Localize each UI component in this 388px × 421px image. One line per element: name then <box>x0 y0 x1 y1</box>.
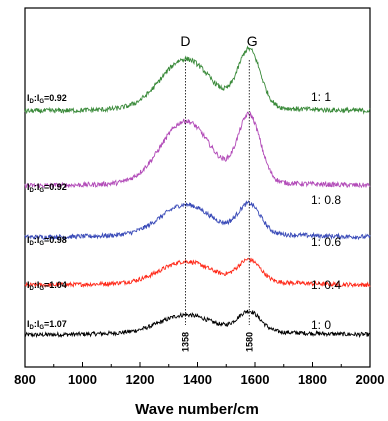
spectrum-line-1 <box>24 257 371 289</box>
x-tick-label-1600: 1600 <box>241 372 270 387</box>
ratio-label-0: ID:IG=1.07 <box>27 319 67 331</box>
x-axis-title: Wave number/cm <box>135 401 259 418</box>
spectra-curves <box>24 45 371 339</box>
mix-ratio-label-1: 1: 0.4 <box>311 278 341 292</box>
x-tick-label-1400: 1400 <box>183 372 212 387</box>
annotation-labels: D G 1358 1580 ID:IG=1.07 1: 0 ID:IG=1.04 1: 0.4… <box>27 33 341 352</box>
spectrum-line-2 <box>24 200 371 241</box>
peak-value-1580: 1580 <box>244 332 254 352</box>
peak-reference-lines <box>185 60 250 325</box>
x-tick-label-2000: 2000 <box>356 372 385 387</box>
spectrum-line-3 <box>24 111 371 189</box>
peak-value-1358: 1358 <box>180 332 190 352</box>
ratio-label-2: ID:IG=0.98 <box>27 235 67 247</box>
plot-frame <box>24 7 371 368</box>
spectrum-line-0 <box>24 309 371 339</box>
x-tick-label-1200: 1200 <box>126 372 155 387</box>
mix-ratio-label-2: 1: 0.6 <box>311 235 341 249</box>
spectrum-line-4 <box>24 45 371 115</box>
x-axis-ticks: 800 1000 1200 1400 1600 1800 2000 <box>14 362 384 387</box>
x-tick-label-1800: 1800 <box>298 372 327 387</box>
mix-ratio-label-3: 1: 0.8 <box>311 193 341 207</box>
x-tick-label-800: 800 <box>14 372 36 387</box>
ratio-label-3: ID:IG=0.92 <box>27 182 67 194</box>
mix-ratio-label-0: 1: 0 <box>311 318 331 332</box>
band-label-G: G <box>247 33 258 49</box>
x-tick-label-1000: 1000 <box>68 372 97 387</box>
band-label-D: D <box>180 33 190 49</box>
ratio-label-4: ID:IG=0.92 <box>27 93 67 105</box>
ratio-label-1: ID:IG=1.04 <box>27 280 67 292</box>
mix-ratio-label-4: 1: 1 <box>311 90 331 104</box>
